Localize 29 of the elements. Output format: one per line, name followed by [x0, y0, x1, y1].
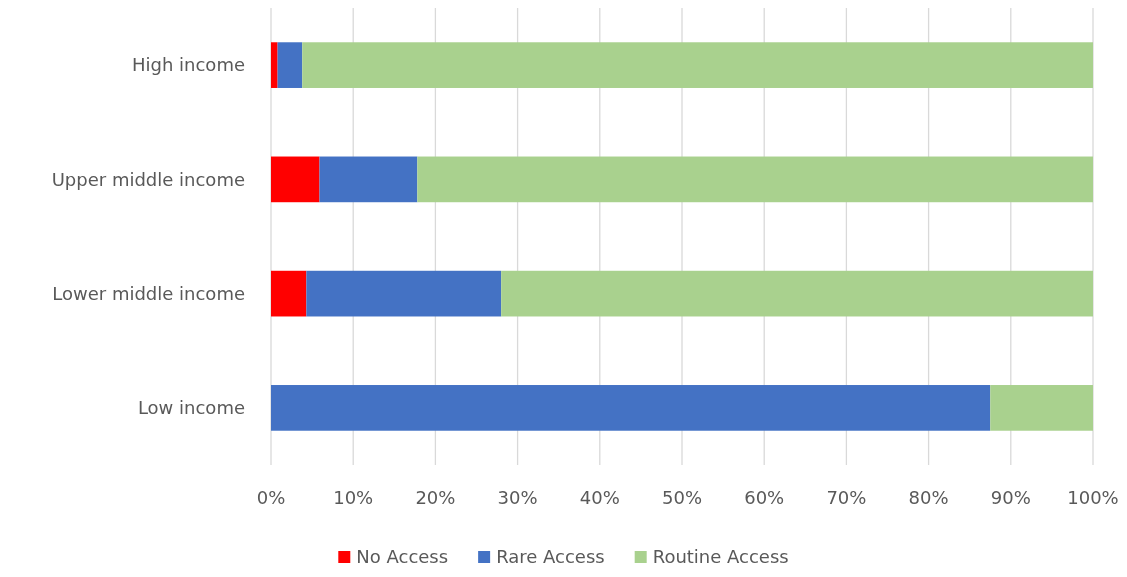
x-tick-label: 30%	[497, 487, 538, 508]
bar	[417, 156, 1093, 203]
bar	[271, 270, 307, 317]
legend-label: Rare Access	[496, 546, 605, 568]
x-tick-label: 40%	[579, 487, 620, 508]
bar	[277, 42, 303, 88]
x-tick-label: 60%	[744, 487, 785, 508]
bar	[319, 156, 418, 203]
x-tick-label: 80%	[908, 487, 949, 508]
y-tick-label: Upper middle income	[51, 168, 245, 190]
legend-label: No Access	[356, 546, 449, 568]
y-tick-label: High income	[131, 54, 245, 76]
bar	[302, 42, 1093, 88]
x-tick-label: 20%	[415, 487, 456, 508]
x-tick-label: 100%	[1067, 487, 1119, 508]
bar	[306, 270, 502, 317]
x-tick-label: 70%	[826, 487, 867, 508]
bar	[271, 42, 278, 88]
x-tick-label: 50%	[661, 487, 703, 508]
bar	[501, 270, 1093, 317]
bar	[990, 385, 1093, 431]
x-tick-label: 0%	[256, 487, 286, 508]
y-tick-label: Lower middle income	[52, 282, 245, 304]
bar	[271, 385, 991, 431]
legend-label: Routine Access	[652, 546, 789, 568]
x-tick-label: 10%	[333, 487, 374, 508]
y-tick-label: Low income	[137, 397, 245, 419]
bar	[271, 156, 320, 203]
x-tick-label: 90%	[990, 487, 1031, 508]
